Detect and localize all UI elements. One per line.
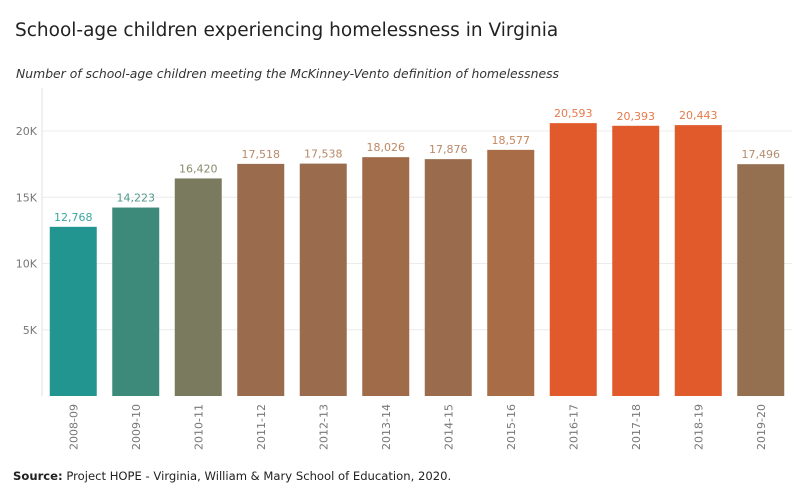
bar-value-label: 20,443 xyxy=(679,109,718,122)
chart-title: School-age children experiencing homeles… xyxy=(15,20,559,41)
x-tick-label: 2014-15 xyxy=(442,404,455,450)
x-tick-label: 2013-14 xyxy=(380,404,393,450)
bar xyxy=(362,157,410,396)
x-tick-label: 2015-16 xyxy=(505,404,518,450)
bar xyxy=(174,178,222,396)
bar-value-label: 17,496 xyxy=(742,148,781,161)
bar-value-label: 18,577 xyxy=(492,134,531,147)
bar xyxy=(237,163,285,396)
x-tick-label: 2017-18 xyxy=(630,404,643,450)
bar-value-label: 14,223 xyxy=(117,192,156,205)
source-note: Source: Project HOPE - Virginia, William… xyxy=(13,469,451,483)
x-tick-label: 2016-17 xyxy=(567,404,580,450)
source-label: Source: xyxy=(13,469,63,483)
x-tick-label: 2019-20 xyxy=(755,404,768,450)
bar xyxy=(674,125,722,396)
bar xyxy=(49,226,97,396)
x-tick-label: 2008-09 xyxy=(67,404,80,450)
bar-value-label: 18,026 xyxy=(367,141,406,154)
bar xyxy=(612,125,660,396)
y-tick-label: 5K xyxy=(23,324,38,337)
bar-value-label: 20,393 xyxy=(617,110,656,123)
bar-value-label: 17,876 xyxy=(429,143,468,156)
x-tick-label: 2012-13 xyxy=(317,404,330,450)
bar xyxy=(487,149,535,396)
y-tick-label: 15K xyxy=(16,191,38,204)
chart-subtitle: Number of school-age children meeting th… xyxy=(16,66,559,81)
bar xyxy=(299,163,347,396)
bar-value-label: 12,768 xyxy=(54,211,93,224)
x-tick-label: 2018-19 xyxy=(692,404,705,450)
y-tick-label: 10K xyxy=(16,258,38,271)
bar-value-label: 16,420 xyxy=(179,162,218,175)
y-tick-label: 20K xyxy=(16,125,38,138)
bar xyxy=(737,164,785,396)
bar xyxy=(549,123,597,396)
x-tick-label: 2009-10 xyxy=(130,404,143,450)
bar-value-label: 17,518 xyxy=(242,148,281,161)
x-tick-label: 2010-11 xyxy=(192,404,205,450)
bar-value-label: 20,593 xyxy=(554,107,593,120)
source-text: Project HOPE - Virginia, William & Mary … xyxy=(62,469,452,483)
bar xyxy=(112,207,160,396)
bar xyxy=(424,159,472,396)
x-tick-label: 2011-12 xyxy=(255,404,268,450)
bar-value-label: 17,538 xyxy=(304,148,343,161)
